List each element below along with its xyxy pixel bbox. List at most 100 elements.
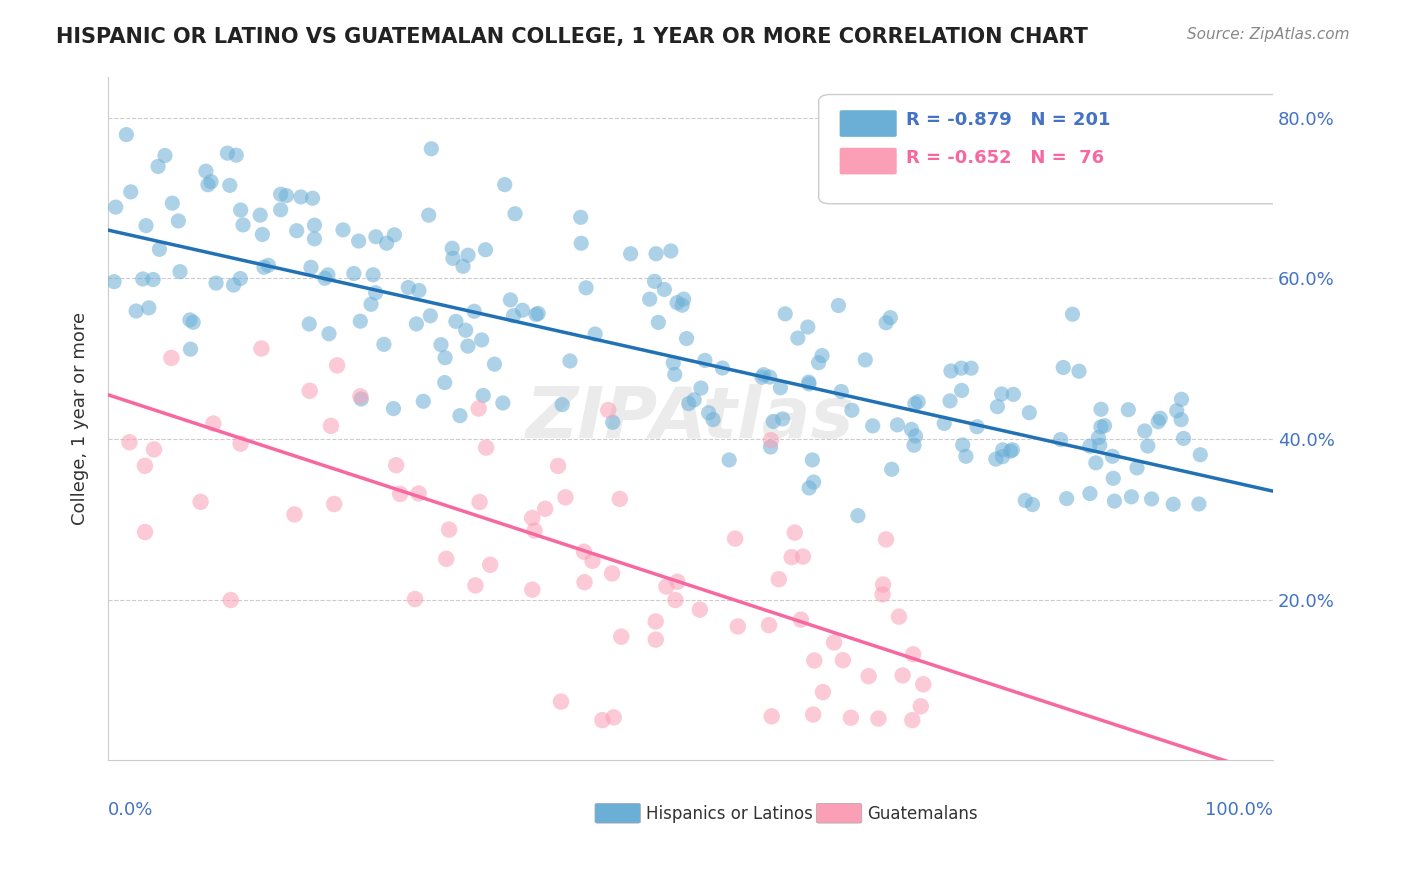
Point: [103, 275, 125, 289]
Point: [499, 293, 522, 307]
Point: [554, 491, 576, 505]
Point: [569, 236, 592, 251]
Point: [404, 592, 426, 607]
Point: [125, 304, 148, 318]
Point: [839, 711, 862, 725]
Point: [780, 550, 803, 565]
Point: [502, 309, 524, 323]
Point: [803, 653, 825, 667]
Point: [304, 218, 326, 232]
Point: [772, 412, 794, 426]
Point: [832, 653, 855, 667]
Point: [385, 458, 408, 473]
Point: [551, 398, 574, 412]
Point: [1121, 490, 1143, 504]
Point: [219, 593, 242, 607]
Point: [115, 128, 138, 142]
Point: [1090, 402, 1112, 417]
Point: [463, 304, 485, 318]
Point: [471, 333, 494, 347]
Point: [799, 481, 821, 495]
Point: [373, 337, 395, 351]
Text: Guatemalans: Guatemalans: [868, 805, 979, 822]
Point: [522, 511, 544, 525]
Point: [464, 578, 486, 592]
Point: [1078, 439, 1101, 453]
Point: [609, 491, 631, 506]
Point: [950, 361, 973, 376]
Point: [419, 309, 441, 323]
Point: [872, 577, 894, 591]
Point: [797, 376, 820, 391]
Point: [283, 508, 305, 522]
Point: [955, 450, 977, 464]
Point: [298, 317, 321, 331]
Point: [270, 187, 292, 202]
Point: [797, 375, 820, 389]
Point: [1101, 450, 1123, 464]
Point: [880, 462, 903, 476]
Point: [225, 148, 247, 162]
Point: [887, 609, 910, 624]
Point: [583, 326, 606, 341]
Point: [408, 284, 430, 298]
Point: [138, 301, 160, 315]
Point: [907, 394, 929, 409]
Text: 100.0%: 100.0%: [1205, 801, 1272, 819]
Point: [846, 508, 869, 523]
Point: [135, 219, 157, 233]
Point: [524, 308, 547, 322]
Point: [558, 354, 581, 368]
Y-axis label: College, 1 year or more: College, 1 year or more: [72, 312, 89, 525]
Point: [569, 211, 592, 225]
Point: [868, 712, 890, 726]
Point: [644, 632, 666, 647]
Point: [1149, 411, 1171, 425]
Point: [647, 315, 669, 329]
Point: [727, 619, 749, 633]
Point: [389, 487, 412, 501]
Point: [361, 268, 384, 282]
Point: [474, 243, 496, 257]
Point: [249, 208, 271, 222]
Point: [683, 392, 706, 407]
Point: [181, 315, 204, 329]
Point: [841, 403, 863, 417]
Point: [644, 274, 666, 288]
Point: [467, 401, 489, 416]
Point: [1170, 412, 1192, 426]
Point: [408, 486, 430, 500]
Point: [202, 417, 225, 431]
Point: [903, 438, 925, 452]
Point: [991, 450, 1014, 464]
Point: [229, 271, 252, 285]
Point: [1084, 456, 1107, 470]
Point: [420, 142, 443, 156]
Point: [603, 710, 626, 724]
Point: [675, 332, 697, 346]
Point: [479, 558, 502, 572]
Point: [451, 260, 474, 274]
Point: [811, 349, 834, 363]
Point: [693, 353, 716, 368]
Point: [1087, 431, 1109, 445]
Point: [349, 314, 371, 328]
Point: [492, 396, 515, 410]
Point: [664, 593, 686, 607]
Point: [572, 545, 595, 559]
Point: [169, 265, 191, 279]
Point: [1014, 493, 1036, 508]
Point: [659, 244, 682, 258]
Point: [252, 227, 274, 242]
Point: [1002, 387, 1025, 401]
Point: [1126, 461, 1149, 475]
Point: [347, 234, 370, 248]
Point: [290, 190, 312, 204]
Point: [862, 418, 884, 433]
FancyBboxPatch shape: [595, 804, 640, 823]
Point: [872, 587, 894, 601]
Point: [232, 218, 254, 232]
Point: [620, 247, 643, 261]
Point: [222, 278, 245, 293]
Point: [350, 392, 373, 406]
